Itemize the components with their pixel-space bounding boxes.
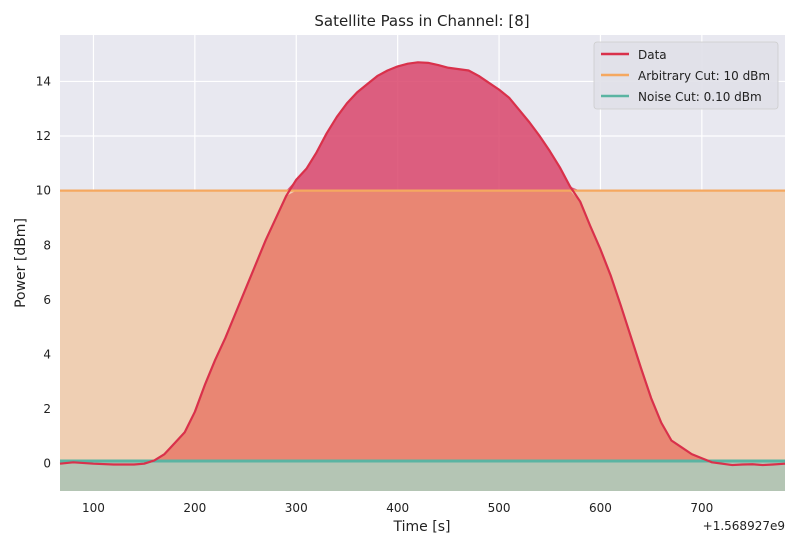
data-fill-overlap [60, 190, 785, 491]
legend-label-noise: Noise Cut: 0.10 dBm [638, 90, 762, 104]
legend: Data Arbitrary Cut: 10 dBm Noise Cut: 0.… [593, 41, 779, 110]
data-line [59, 61, 786, 467]
x-tick-label: 700 [690, 501, 713, 515]
y-tick-label: 6 [43, 293, 51, 307]
y-tick-label: 8 [43, 238, 51, 252]
legend-box [593, 41, 779, 110]
x-tick-label: 600 [589, 501, 612, 515]
x-axis-label: Time [s] [393, 519, 451, 535]
series-lines [59, 61, 786, 467]
data-fill-upper [60, 62, 785, 191]
chart-title: Satellite Pass in Channel: [8] [314, 12, 529, 30]
noise-cut-fill [60, 460, 785, 491]
legend-label-arbitrary: Arbitrary Cut: 10 dBm [638, 69, 770, 83]
y-tick-label: 4 [43, 347, 51, 361]
fill-areas [60, 62, 785, 491]
y-tick-label: 2 [43, 402, 51, 416]
x-offset-label: +1.568927e9 [703, 519, 785, 533]
x-tick-label: 500 [488, 501, 511, 515]
y-tick-label: 14 [36, 74, 51, 88]
legend-label-data: Data [638, 48, 667, 62]
tick-labels: 100 200 300 400 500 600 700 0 2 4 6 8 10 12 14 [36, 74, 714, 515]
y-tick-label: 0 [43, 457, 51, 471]
x-tick-label: 400 [386, 501, 409, 515]
y-tick-label: 10 [36, 184, 51, 198]
x-tick-label: 100 [82, 501, 105, 515]
y-axis-label: Power [dBm] [13, 218, 29, 308]
x-tick-label: 200 [183, 501, 206, 515]
y-tick-label: 12 [36, 129, 51, 143]
x-tick-label: 300 [285, 501, 308, 515]
